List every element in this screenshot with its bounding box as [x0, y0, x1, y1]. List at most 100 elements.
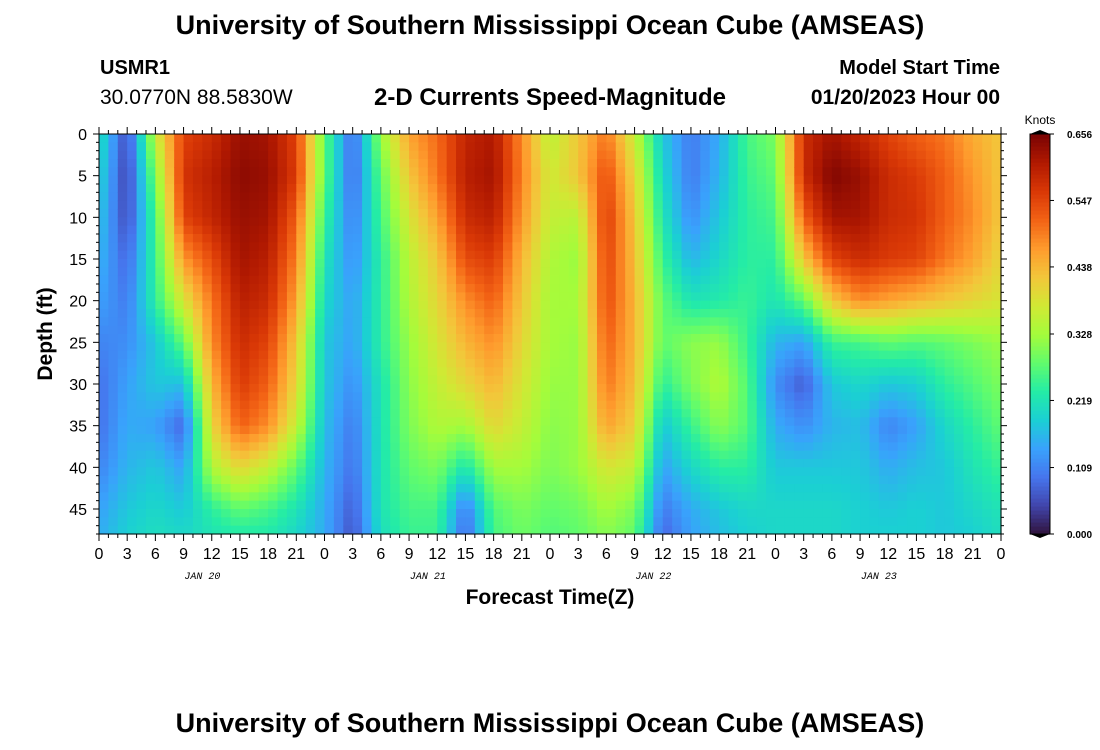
heatmap-cell — [869, 134, 880, 143]
heatmap-cell — [277, 175, 288, 185]
heatmap-cell — [465, 167, 476, 177]
heatmap-cell — [596, 184, 607, 193]
heatmap-cell — [211, 200, 222, 210]
heatmap-cell — [108, 384, 119, 393]
heatmap-cell — [474, 342, 485, 352]
heatmap-cell — [747, 500, 758, 510]
heatmap-cell — [221, 209, 232, 218]
heatmap-cell — [766, 459, 777, 468]
heatmap-cell — [99, 300, 109, 310]
heatmap-cell — [324, 167, 335, 177]
heatmap-cell — [155, 392, 166, 402]
heatmap-cell — [399, 375, 410, 385]
heatmap-cell — [108, 325, 119, 335]
heatmap-cell — [587, 292, 598, 302]
heatmap-cell — [625, 442, 636, 452]
heatmap-cell — [277, 317, 288, 327]
heatmap-cell — [681, 317, 692, 327]
heatmap-cell — [456, 417, 467, 427]
heatmap-cell — [625, 384, 636, 393]
heatmap-cell — [963, 217, 974, 227]
heatmap-cell — [249, 409, 260, 418]
heatmap-cell — [352, 459, 363, 468]
heatmap-cell — [239, 375, 250, 385]
heatmap-cell — [681, 509, 692, 518]
heatmap-cell — [850, 225, 861, 235]
heatmap-cell — [127, 500, 138, 510]
heatmap-cell — [954, 234, 965, 243]
heatmap-cell — [221, 200, 232, 210]
heatmap-cell — [512, 309, 523, 318]
heatmap-cell — [427, 492, 438, 502]
heatmap-cell — [503, 225, 514, 235]
heatmap-cell — [794, 400, 805, 410]
heatmap-cell — [935, 284, 946, 293]
heatmap-cell — [333, 375, 344, 385]
heatmap-cell — [869, 217, 880, 227]
heatmap-cell — [700, 392, 711, 402]
heatmap-cell — [775, 317, 786, 327]
heatmap-cell — [286, 300, 297, 310]
heatmap-cell — [174, 325, 185, 335]
heatmap-cell — [568, 167, 579, 177]
heatmap-cell — [99, 392, 109, 402]
heatmap-cell — [108, 367, 119, 377]
heatmap-cell — [465, 392, 476, 402]
heatmap-cell — [211, 259, 222, 268]
heatmap-cell — [841, 342, 852, 352]
heatmap-cell — [221, 250, 232, 260]
heatmap-cell — [521, 217, 532, 227]
heatmap-cell — [681, 392, 692, 402]
heatmap-cell — [643, 175, 654, 185]
heatmap-cell — [239, 134, 250, 143]
heatmap-cell — [991, 342, 1002, 352]
heatmap-cell — [456, 359, 467, 368]
heatmap-cell — [587, 142, 598, 152]
heatmap-cell — [484, 259, 495, 268]
heatmap-cell — [916, 325, 927, 335]
heatmap-cell — [409, 375, 420, 385]
heatmap-cell — [427, 350, 438, 360]
x-tick-label: 18 — [259, 546, 277, 563]
heatmap-cell — [643, 167, 654, 177]
heatmap-cell — [784, 217, 795, 227]
heatmap-cell — [925, 409, 936, 418]
heatmap-cell — [672, 367, 683, 377]
heatmap-cell — [418, 475, 429, 485]
heatmap-cell — [540, 400, 551, 410]
heatmap-cell — [634, 167, 645, 177]
heatmap-cell — [878, 434, 889, 443]
heatmap-cell — [390, 150, 401, 160]
heatmap-cell — [963, 450, 974, 460]
heatmap-cell — [427, 217, 438, 227]
heatmap-cell — [700, 142, 711, 152]
heatmap-cell — [550, 217, 560, 227]
heatmap-cell — [117, 317, 128, 327]
heatmap-cell — [333, 317, 344, 327]
heatmap-cell — [465, 300, 476, 310]
x-tick-label: 6 — [827, 546, 836, 563]
heatmap-cell — [117, 367, 128, 377]
heatmap-cell — [192, 450, 203, 460]
heatmap-cell — [418, 192, 429, 202]
heatmap-cell — [249, 384, 260, 393]
heatmap-cell — [362, 309, 373, 318]
heatmap-cell — [662, 217, 673, 227]
heatmap-cell — [869, 492, 880, 502]
heatmap-cell — [277, 359, 288, 368]
heatmap-cell — [747, 442, 758, 452]
heatmap-cell — [493, 150, 504, 160]
heatmap-cell — [127, 234, 138, 243]
heatmap-cell — [127, 334, 138, 343]
heatmap-cell — [850, 159, 861, 168]
heatmap-cell — [728, 259, 739, 268]
heatmap-cell — [324, 334, 335, 343]
heatmap-cell — [653, 359, 664, 368]
heatmap-cell — [155, 517, 166, 527]
heatmap-cell — [822, 525, 833, 535]
heatmap-cell — [493, 384, 504, 393]
heatmap-cell — [916, 275, 927, 285]
heatmap-cell — [512, 275, 523, 285]
heatmap-cell — [662, 459, 673, 468]
heatmap-cell — [813, 209, 824, 218]
